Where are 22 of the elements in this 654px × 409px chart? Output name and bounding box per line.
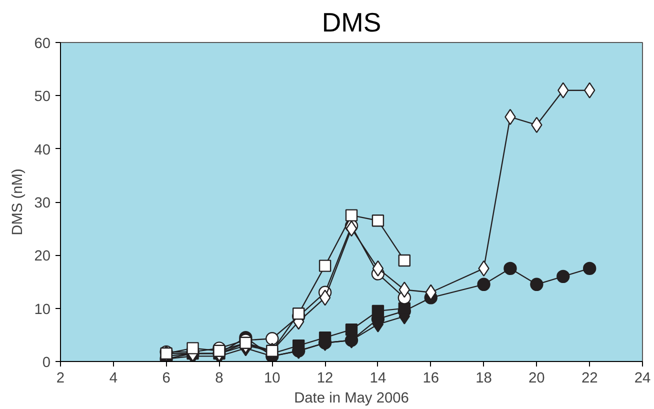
x-tick-label: 8 xyxy=(215,370,224,386)
x-tick-label: 22 xyxy=(581,370,598,386)
y-tick-label: 30 xyxy=(34,196,51,212)
x-tick-label: 4 xyxy=(109,370,118,386)
y-tick-label: 40 xyxy=(34,142,51,158)
x-tick-label: 16 xyxy=(422,370,440,386)
y-axis-title: DMS (nM) xyxy=(10,168,26,236)
x-tick-label: 14 xyxy=(370,370,386,386)
y-tick-label: 0 xyxy=(42,355,51,371)
y-tick-label: 20 xyxy=(34,248,51,265)
y-tick-label: 50 xyxy=(34,89,51,106)
x-tick-label: 18 xyxy=(476,370,492,386)
x-tick-label: 10 xyxy=(264,370,280,386)
x-axis-title: Date in May 2006 xyxy=(294,390,409,406)
x-tick-label: 20 xyxy=(528,370,545,386)
x-tick-label: 12 xyxy=(316,370,334,386)
chart-title: DMS xyxy=(322,8,382,38)
x-tick-label: 6 xyxy=(162,370,170,386)
y-tick-label: 60 xyxy=(34,36,51,52)
y-tick-label: 10 xyxy=(34,302,51,318)
x-tick-label: 2 xyxy=(56,370,65,386)
x-tick-label: 24 xyxy=(634,370,651,386)
